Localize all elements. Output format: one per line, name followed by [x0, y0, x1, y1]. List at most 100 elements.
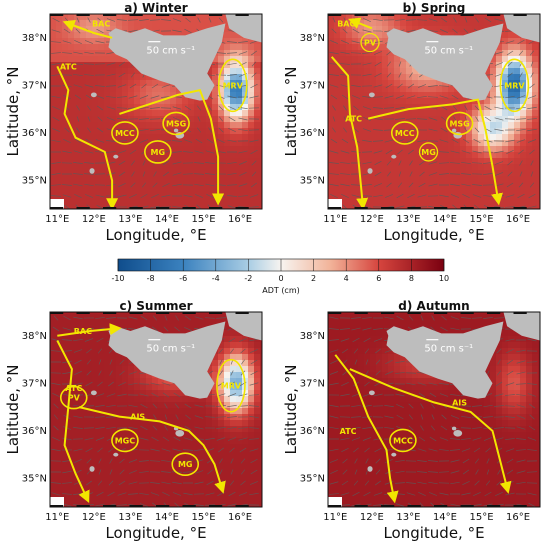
feature-label-ais: AIS	[452, 398, 467, 407]
map-area: 50 cm s⁻¹ BAC ATC MCC MSG MRV PV MG	[327, 13, 541, 210]
feature-label-bac: BAC	[337, 20, 355, 29]
y-tick-label: 37°N	[22, 378, 47, 389]
colorbar-label: ADT (cm)	[262, 286, 300, 295]
eddy-outline	[171, 452, 200, 476]
y-axis-label: Latitude, °N	[282, 365, 300, 455]
x-axis-label: Longitude, °E	[383, 226, 484, 244]
x-tick-label: 14°E	[155, 512, 179, 523]
feature-label-atc: ATC	[345, 115, 362, 124]
x-tick-label: 16°E	[228, 214, 252, 225]
feature-label-mg: MG	[421, 148, 436, 157]
colorbar-tick-label: -6	[179, 274, 187, 283]
eddy-outline	[144, 140, 172, 164]
y-tick-label: 36°N	[22, 128, 47, 139]
x-tick-label: 14°E	[433, 512, 457, 523]
feature-labels: BAC ATC MCC MSG MG MRV	[60, 20, 248, 164]
land-mask	[50, 312, 262, 507]
feature-label-mrv: MRV	[223, 81, 244, 90]
y-tick-label: 38°N	[22, 33, 47, 44]
y-tick-label: 38°N	[300, 33, 325, 44]
land-mask	[328, 312, 540, 507]
feature-label-msg: MSG	[449, 119, 469, 128]
y-tick-label: 35°N	[300, 473, 325, 484]
x-tick-label: 14°E	[433, 214, 457, 225]
current-paths	[56, 19, 225, 209]
land-mask	[328, 14, 540, 209]
feature-label-mrv: MRV	[221, 382, 242, 391]
x-axis-label: Longitude, °E	[105, 226, 206, 244]
current-path	[119, 88, 225, 206]
feature-label-bac: BAC	[74, 327, 92, 336]
eddy-outline	[499, 58, 530, 113]
scale-label: 50 cm s⁻¹	[424, 344, 473, 355]
current-path	[56, 340, 90, 503]
feature-label-mg: MG	[178, 460, 193, 469]
colorbar-tick-label: 2	[311, 274, 316, 283]
current-paths	[56, 323, 226, 503]
panel-d: d) Autumn 50 cm s⁻¹ ATC AIS MCC 11°E 12°E 13°E 1…	[282, 299, 541, 541]
y-tick-label: 35°N	[22, 175, 47, 186]
feature-labels: ATC AIS MCC	[340, 398, 467, 453]
eddy-outline	[360, 32, 380, 53]
current-path	[62, 19, 113, 39]
feature-label-mcc: MCC	[115, 129, 135, 138]
y-tick-label: 37°N	[22, 80, 47, 91]
x-tick-label: 13°E	[396, 512, 420, 523]
x-axis-label: Longitude, °E	[383, 524, 484, 541]
panel-a: a) Winter 50 cm s⁻¹ BAC ATC MCC MSG MG MRV 11°E 1…	[4, 1, 263, 244]
current-path	[78, 406, 226, 494]
current-paths	[330, 17, 503, 209]
feature-label-mg: MG	[151, 148, 166, 157]
current-path	[330, 56, 369, 209]
colorbar-tick-label: -8	[147, 274, 155, 283]
feature-label-msg: MSG	[166, 119, 186, 128]
feature-label-pv: PV	[364, 39, 377, 48]
feature-label-atc: ATC	[60, 62, 77, 71]
colorbar-tick-label: -2	[244, 274, 252, 283]
feature-label-ais: AIS	[130, 413, 145, 422]
x-tick-label: 15°E	[191, 214, 215, 225]
x-tick-label: 13°E	[118, 512, 142, 523]
current-path	[334, 354, 399, 504]
x-tick-label: 13°E	[396, 214, 420, 225]
x-tick-label: 12°E	[360, 214, 384, 225]
y-tick-label: 37°N	[300, 378, 325, 389]
colorbar-tick-label: 0	[278, 274, 283, 283]
x-tick-label: 11°E	[45, 512, 69, 523]
feature-label-atc: ATC	[340, 427, 357, 436]
current-path	[367, 98, 503, 206]
current-path	[56, 65, 119, 209]
panel-title: c) Summer	[119, 299, 192, 313]
current-path	[348, 17, 373, 30]
y-tick-label: 38°N	[22, 331, 47, 342]
feature-label-mcc: MCC	[393, 436, 413, 445]
scale-label: 50 cm s⁻¹	[146, 46, 195, 57]
eddy-outline	[390, 121, 419, 145]
x-tick-label: 11°E	[323, 214, 347, 225]
x-tick-label: 16°E	[506, 214, 530, 225]
x-tick-label: 13°E	[118, 214, 142, 225]
current-paths	[334, 354, 512, 504]
y-tick-label: 35°N	[300, 175, 325, 186]
x-tick-label: 15°E	[191, 512, 215, 523]
y-tick-label: 37°N	[300, 80, 325, 91]
y-axis-label: Latitude, °N	[282, 67, 300, 157]
land-mask	[50, 14, 262, 209]
x-tick-label: 16°E	[228, 512, 252, 523]
y-tick-label: 38°N	[300, 331, 325, 342]
y-axis-label: Latitude, °N	[4, 365, 22, 455]
current-path	[57, 323, 122, 337]
x-tick-label: 12°E	[82, 214, 106, 225]
x-tick-label: 15°E	[469, 512, 493, 523]
y-tick-label: 36°N	[300, 426, 325, 437]
colorbar-tick-label: -4	[212, 274, 220, 283]
panel-title: d) Autumn	[398, 299, 469, 313]
map-area: 50 cm s⁻¹ ATC AIS MCC	[327, 311, 541, 508]
eddy-outline	[217, 58, 248, 113]
x-tick-label: 11°E	[45, 214, 69, 225]
panel-title: a) Winter	[124, 1, 188, 15]
y-tick-label: 36°N	[22, 426, 47, 437]
